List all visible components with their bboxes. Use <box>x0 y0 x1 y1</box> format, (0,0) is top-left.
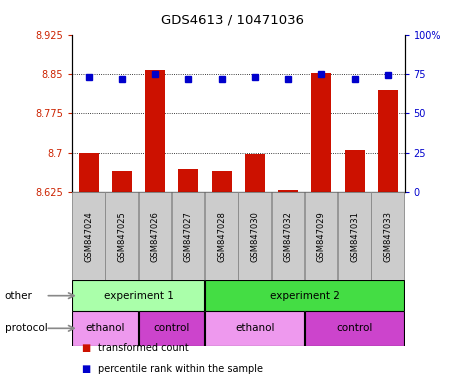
Bar <box>205 311 304 346</box>
Text: control: control <box>337 323 373 333</box>
Bar <box>105 192 138 280</box>
Bar <box>371 192 404 280</box>
Text: GSM847029: GSM847029 <box>317 211 326 262</box>
Bar <box>112 171 132 192</box>
Bar <box>139 311 205 346</box>
Bar <box>212 171 232 192</box>
Bar <box>245 154 265 192</box>
Bar <box>305 192 338 280</box>
Bar <box>79 153 99 192</box>
Text: GSM847032: GSM847032 <box>284 211 292 262</box>
Bar <box>312 73 332 192</box>
Bar <box>72 192 105 280</box>
Text: GSM847030: GSM847030 <box>251 211 259 262</box>
Bar <box>145 70 165 192</box>
Bar <box>205 192 238 280</box>
Bar <box>345 150 365 192</box>
Bar <box>278 190 298 192</box>
Text: GDS4613 / 10471036: GDS4613 / 10471036 <box>161 13 304 26</box>
Bar <box>179 169 199 192</box>
Text: experiment 2: experiment 2 <box>270 291 340 301</box>
Bar <box>72 311 138 346</box>
Bar <box>172 192 205 280</box>
Text: GSM847027: GSM847027 <box>184 211 193 262</box>
Bar <box>305 311 404 346</box>
Bar <box>72 280 205 311</box>
Bar <box>239 192 271 280</box>
Text: ■: ■ <box>81 343 91 353</box>
Text: GSM847031: GSM847031 <box>350 211 359 262</box>
Text: ■: ■ <box>81 364 91 374</box>
Text: transformed count: transformed count <box>98 343 188 353</box>
Text: GSM847024: GSM847024 <box>84 211 93 262</box>
Text: ethanol: ethanol <box>235 323 275 333</box>
Bar <box>378 90 398 192</box>
Text: experiment 1: experiment 1 <box>104 291 173 301</box>
Text: GSM847025: GSM847025 <box>118 211 126 262</box>
Bar <box>139 192 171 280</box>
Text: protocol: protocol <box>5 323 47 333</box>
Text: ethanol: ethanol <box>86 323 125 333</box>
Bar <box>205 280 404 311</box>
Text: GSM847028: GSM847028 <box>217 211 226 262</box>
Text: other: other <box>5 291 33 301</box>
Text: percentile rank within the sample: percentile rank within the sample <box>98 364 263 374</box>
Bar <box>272 192 304 280</box>
Text: GSM847033: GSM847033 <box>384 211 392 262</box>
Text: GSM847026: GSM847026 <box>151 211 159 262</box>
Text: control: control <box>153 323 190 333</box>
Bar <box>338 192 371 280</box>
